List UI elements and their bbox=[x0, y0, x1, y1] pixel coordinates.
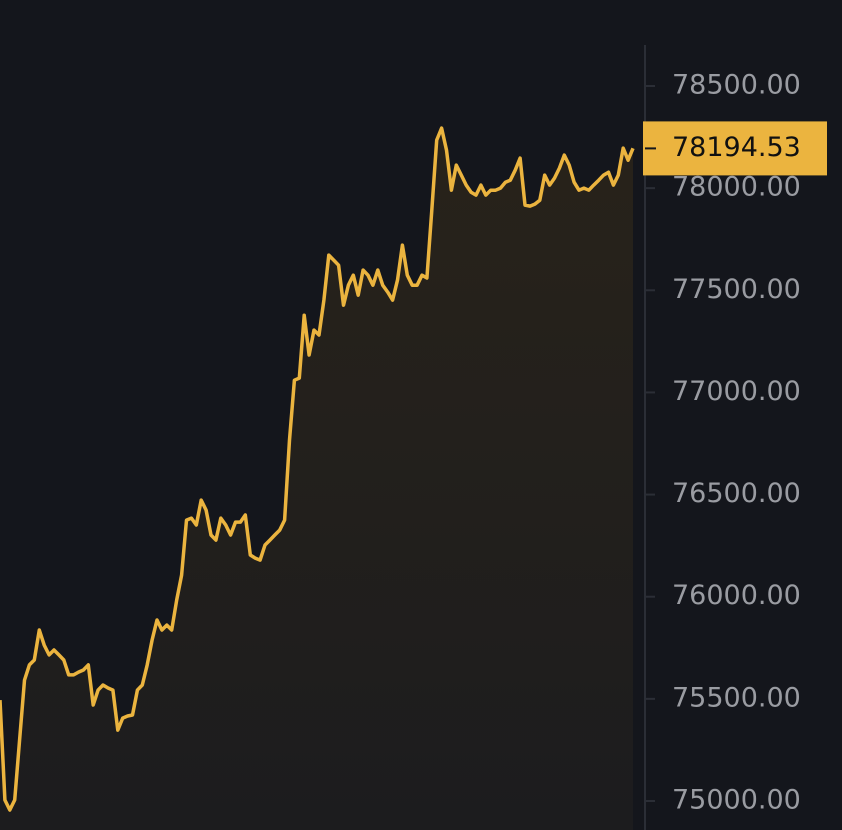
y-tick-label: 76500.00 bbox=[672, 478, 801, 509]
y-tick-label: 78000.00 bbox=[672, 172, 801, 203]
y-tick-label: 77500.00 bbox=[672, 274, 801, 305]
price-line bbox=[0, 126, 635, 812]
current-price-label: 78194.53 bbox=[672, 132, 801, 163]
y-tick-label: 77000.00 bbox=[672, 376, 801, 407]
y-tick-label: 75000.00 bbox=[672, 784, 801, 815]
area-fill bbox=[0, 128, 633, 830]
current-price-box bbox=[643, 121, 827, 176]
y-tick-label: 76000.00 bbox=[672, 580, 801, 611]
y-tick-label: 75500.00 bbox=[672, 682, 801, 713]
y-tick-label: 78500.00 bbox=[672, 70, 801, 101]
